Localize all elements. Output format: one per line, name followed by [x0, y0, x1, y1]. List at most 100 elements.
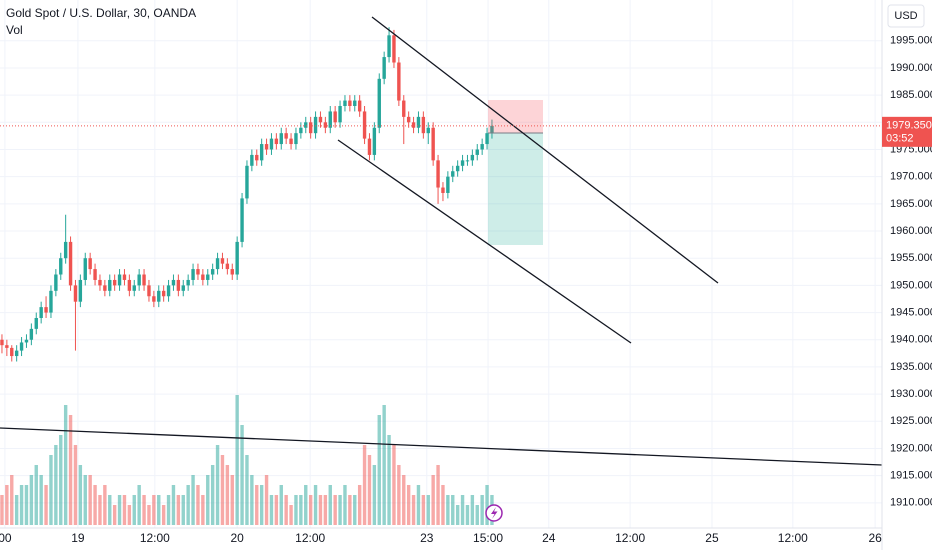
volume-bar: [333, 495, 337, 525]
volume-bar: [186, 485, 190, 525]
candle-body: [259, 144, 264, 161]
x-tick-label: 12:00: [615, 531, 645, 545]
candle-body: [225, 263, 230, 270]
volume-bar: [289, 505, 293, 525]
candle-body: [264, 144, 269, 150]
volume-bar: [44, 485, 48, 525]
candle-body: [161, 290, 166, 297]
candle-body: [5, 345, 9, 348]
volume-label: Vol: [6, 23, 23, 37]
candle-body: [284, 133, 288, 139]
candles: [0, 27, 494, 362]
volume-bar: [382, 405, 386, 525]
event-icon[interactable]: [485, 504, 503, 522]
x-tick-label: 26: [868, 531, 882, 545]
candle-body: [186, 279, 190, 286]
candle-body: [441, 187, 445, 193]
candle-body: [406, 116, 411, 123]
volume-bar: [274, 495, 279, 525]
volume-bar: [88, 475, 92, 525]
volume-bar: [176, 495, 181, 525]
y-tick-label: 1970.000: [890, 171, 932, 183]
volume-bar: [294, 495, 298, 525]
volume-bar: [353, 495, 357, 525]
candle-body: [181, 285, 185, 291]
volume-bar: [446, 495, 450, 525]
candle-body: [166, 285, 171, 297]
volume-bar: [245, 455, 249, 525]
candle-body: [357, 100, 362, 112]
candle-body: [93, 269, 97, 280]
candle-body: [122, 274, 127, 280]
volume-bar: [103, 485, 107, 525]
volume-bar: [338, 495, 342, 525]
x-tick-label: 12:00: [140, 531, 170, 545]
volume-bar: [39, 475, 43, 525]
candle-body: [367, 138, 372, 155]
volume-bar: [0, 495, 4, 525]
volume-bar: [54, 445, 58, 525]
candle-body: [44, 307, 48, 313]
volume-bar: [387, 435, 391, 525]
y-tick-label: 1945.000: [890, 306, 932, 318]
candle-body: [338, 106, 342, 123]
trend-line[interactable]: [371, 16, 719, 284]
y-tick-label: 1990.000: [890, 62, 932, 74]
trend-line[interactable]: [0, 427, 883, 466]
volume-bar: [402, 475, 406, 525]
candle-body: [480, 144, 484, 150]
y-tick-label: 1965.000: [890, 198, 932, 210]
volume-bar: [108, 495, 112, 525]
candle-body: [147, 285, 151, 297]
volume-bar: [196, 485, 200, 525]
candle-body: [250, 154, 254, 166]
candle-body: [230, 269, 234, 275]
candle-body: [152, 296, 156, 302]
volume-bar: [426, 495, 430, 525]
candle-body: [206, 274, 210, 280]
volume-bar: [122, 495, 127, 525]
candle-body: [289, 138, 293, 145]
volume-bar: [142, 495, 146, 525]
volume-bar: [29, 475, 34, 525]
volume-bar: [264, 475, 269, 525]
candle-body: [387, 35, 391, 58]
candle-body: [411, 122, 416, 128]
volume-bar: [348, 495, 352, 525]
candle-body: [24, 339, 29, 343]
candle-body: [328, 111, 332, 128]
x-tick-label: 23: [420, 531, 434, 545]
candle-body: [112, 279, 117, 286]
candle-body: [88, 258, 92, 270]
volume-bar: [161, 505, 166, 525]
volume-bar: [83, 475, 87, 525]
candle-body: [475, 149, 479, 155]
y-tick-label: 1915.000: [890, 470, 932, 482]
y-tick-label: 1960.000: [890, 225, 932, 237]
volume-bar: [78, 465, 83, 525]
candle-body: [348, 100, 352, 106]
volume-bar: [137, 485, 141, 525]
volume-bar: [191, 475, 195, 525]
candle-body: [333, 111, 337, 123]
candle-body: [210, 269, 215, 275]
candle-body: [323, 122, 328, 128]
volume-bar: [49, 455, 53, 525]
x-tick-label: 19: [71, 531, 85, 545]
volume-bar: [171, 485, 176, 525]
volume-bar: [377, 415, 381, 525]
volume-bar: [5, 485, 9, 525]
volume-bar: [93, 485, 97, 525]
volume-bar: [24, 485, 29, 525]
volume-bar: [431, 475, 435, 525]
target-zone[interactable]: [488, 133, 543, 245]
trend-line[interactable]: [337, 139, 632, 344]
volume-bar: [147, 505, 151, 525]
candle-body: [294, 133, 298, 145]
candle-body: [402, 100, 406, 117]
currency-box[interactable]: [887, 4, 925, 28]
volume-pane: [0, 395, 494, 525]
candle-body: [117, 274, 122, 286]
candle-body: [490, 125, 494, 134]
volume-bar: [485, 485, 489, 525]
